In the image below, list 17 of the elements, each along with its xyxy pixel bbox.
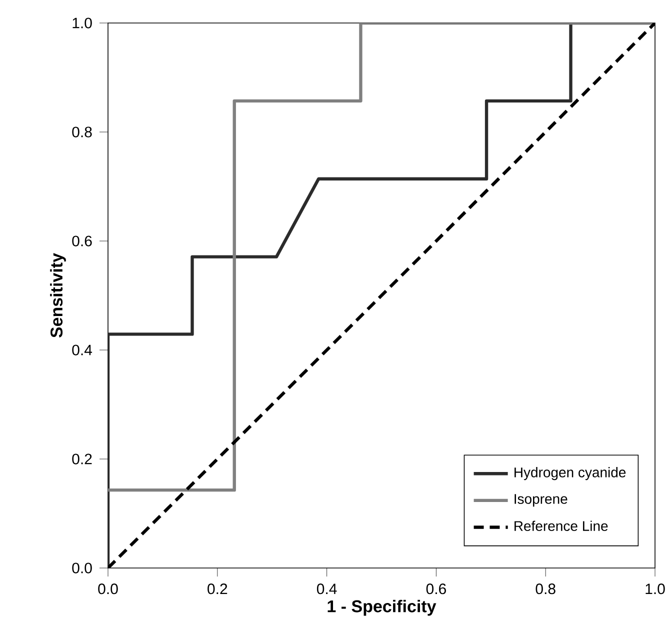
x-tick-label: 0.2	[208, 584, 228, 594]
legend-label: Reference Line	[514, 520, 608, 531]
x-tick-label: 0.8	[536, 584, 556, 594]
x-tick-label: 0.6	[426, 584, 446, 594]
y-tick-label: 0.2	[72, 454, 92, 464]
y-tick-label: 1.0	[72, 18, 92, 28]
x-axis-title: 1 - Specificity	[328, 600, 436, 616]
x-tick-label: 0.4	[316, 584, 337, 594]
y-tick-label: 0.4	[72, 344, 92, 356]
y-tick-label: 0.6	[72, 236, 92, 246]
x-tick-label: 1.0	[646, 584, 665, 594]
y-tick-label: 0.8	[72, 126, 92, 138]
x-tick-label: 0.0	[98, 584, 118, 594]
y-tick-label: 0.0	[72, 562, 92, 574]
legend-label: Hydrogen cyanide	[514, 467, 626, 480]
y-axis-title: Sensitivity	[50, 253, 66, 338]
legend-label: Isoprene	[514, 494, 568, 507]
